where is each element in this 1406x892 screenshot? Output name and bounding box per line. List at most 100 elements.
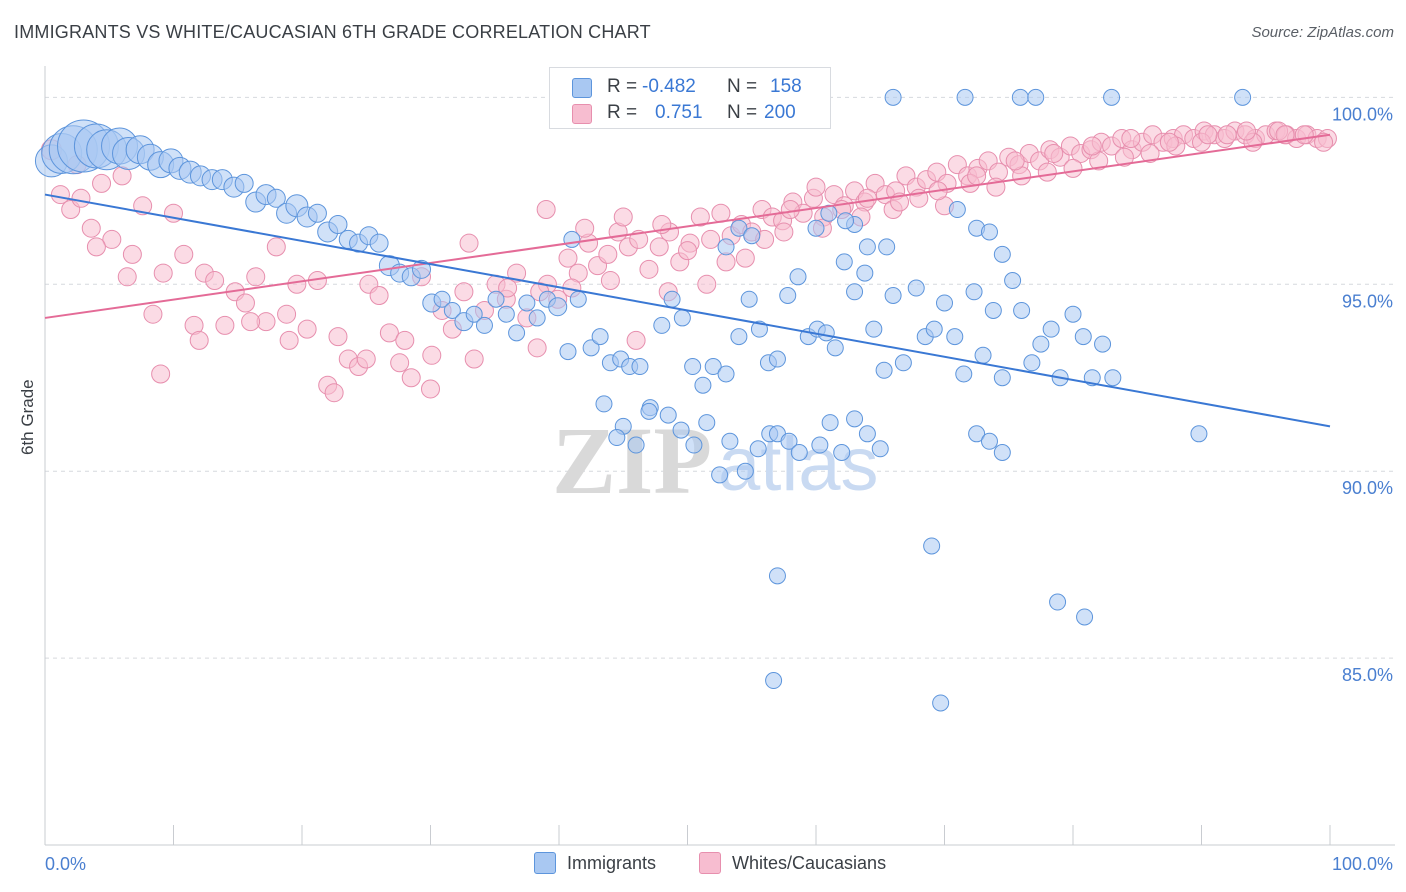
- immigrants-point: [736, 462, 754, 480]
- whites-point: [421, 379, 440, 399]
- whites-point: [92, 173, 112, 193]
- whites-point: [678, 241, 697, 261]
- immigrants-trend-line: [44, 193, 1331, 428]
- whites-point: [81, 218, 101, 238]
- immigrants-point: [717, 238, 735, 256]
- immigrants-point: [433, 290, 451, 308]
- immigrants-point: [833, 444, 851, 461]
- whites-point: [527, 338, 547, 358]
- legend-swatch-immigrants: [572, 78, 592, 98]
- immigrants-point: [266, 188, 286, 208]
- immigrants-point: [789, 268, 807, 286]
- immigrants-point: [980, 432, 998, 450]
- whites-point: [71, 188, 91, 208]
- immigrants-point: [711, 466, 729, 484]
- immigrants-point: [875, 361, 893, 379]
- legend-r-label: R =: [607, 76, 638, 97]
- whites-point: [277, 304, 297, 324]
- immigrants-point: [369, 233, 389, 253]
- immigrants-point: [1094, 335, 1112, 353]
- immigrants-point: [528, 309, 546, 327]
- immigrants-point: [608, 429, 626, 447]
- immigrants-point: [980, 223, 998, 241]
- y-tick-labels: 85.0% 90.0% 95.0% 100.0%: [1332, 104, 1393, 685]
- whites-point: [153, 263, 173, 283]
- immigrants-point: [878, 238, 896, 256]
- immigrants-point: [640, 402, 658, 420]
- immigrants-point: [817, 324, 835, 342]
- immigrants-point: [932, 694, 950, 712]
- whites-point: [422, 345, 442, 365]
- whites-point: [246, 267, 266, 287]
- whites-point: [390, 353, 410, 373]
- whites-point: [279, 330, 299, 350]
- whites-point: [857, 188, 877, 208]
- legend-r-label: R =: [607, 102, 638, 123]
- immigrants-point: [1027, 88, 1045, 106]
- legend-n-label: N =: [727, 102, 758, 123]
- whites-point: [287, 274, 307, 294]
- legend-r-value: 0.751: [655, 102, 703, 123]
- whites-point: [1063, 158, 1083, 178]
- whites-point: [86, 237, 106, 257]
- immigrants-point: [475, 316, 493, 334]
- whites-point: [1217, 125, 1237, 145]
- legend-n-value: 158: [770, 76, 802, 97]
- immigrants-point: [993, 369, 1011, 387]
- x-tick-label: 0.0%: [45, 854, 86, 874]
- immigrants-point: [1234, 88, 1252, 106]
- immigrants-point: [993, 444, 1011, 461]
- whites-point: [356, 349, 376, 369]
- whites-point: [401, 368, 421, 388]
- whites-point: [697, 274, 717, 294]
- immigrants-point: [993, 245, 1011, 263]
- immigrants-point: [234, 173, 254, 193]
- immigrants-point: [948, 201, 966, 219]
- immigrants-point: [627, 436, 645, 454]
- immigrants-point: [559, 343, 577, 361]
- immigrants-point: [591, 328, 609, 346]
- whites-point: [1198, 125, 1218, 145]
- immigrants-point: [936, 294, 953, 312]
- immigrants-point: [1076, 608, 1094, 626]
- immigrants-point: [548, 297, 568, 317]
- chart-source: Source: ZipAtlas.com: [1251, 24, 1394, 41]
- whites-point: [774, 222, 794, 242]
- immigrants-point: [1011, 88, 1029, 106]
- immigrants-point: [894, 354, 912, 372]
- correlation-legend: R = -0.482 N = 158 R = 0.751 N = 200: [549, 67, 831, 129]
- whites-point: [215, 315, 235, 335]
- whites-point: [711, 203, 731, 223]
- whites-point: [639, 259, 659, 279]
- whites-point: [735, 248, 755, 268]
- whites-point: [716, 252, 736, 272]
- legend-r-value: -0.482: [642, 76, 696, 97]
- legend-swatch-whites: [572, 104, 592, 124]
- axes: [44, 66, 1395, 846]
- y-tick-label: 90.0%: [1342, 478, 1393, 498]
- whites-point: [1114, 147, 1134, 167]
- immigrants-point: [1074, 328, 1092, 346]
- legend-n-label: N =: [727, 76, 758, 97]
- immigrants-point: [856, 264, 874, 282]
- immigrants-point: [1104, 369, 1122, 387]
- whites-point: [454, 282, 474, 302]
- immigrants-point: [846, 410, 864, 428]
- immigrants-point: [1190, 425, 1208, 443]
- immigrants-point: [780, 432, 798, 450]
- whites-point: [1044, 143, 1064, 163]
- bottom-legend-label-immigrants: Immigrants: [567, 853, 657, 873]
- immigrants-point: [749, 440, 767, 458]
- whites-point: [967, 166, 987, 186]
- whites-point: [558, 248, 578, 268]
- immigrants-point: [925, 320, 943, 338]
- immigrants-point: [790, 444, 808, 461]
- immigrants-point: [518, 294, 536, 312]
- immigrants-point: [946, 328, 964, 346]
- immigrants-point: [779, 287, 797, 304]
- legend-n-value: 200: [764, 102, 796, 123]
- immigrants-point: [582, 339, 600, 357]
- y-tick-label: 95.0%: [1342, 291, 1393, 311]
- immigrants-point: [1042, 320, 1060, 338]
